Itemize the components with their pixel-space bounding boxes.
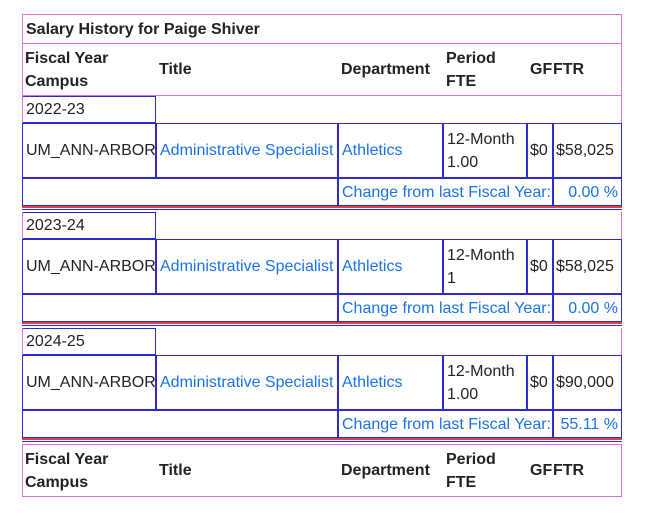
header-cell-text: GF [530,61,553,78]
header-cell: FTR [550,43,619,96]
title[interactable]: Administrative Specialist [156,239,338,294]
spacer [22,294,338,322]
header-cell: Title [156,444,338,497]
period-fte-text: 12-Month [447,362,515,380]
change-label: Change from last Fiscal Year: [338,410,553,438]
separator [22,209,622,210]
change-value-text: 0.00 % [568,299,618,317]
period-fte: 12-Month 1.00 [443,355,527,410]
department[interactable]: Athletics [338,355,443,410]
change-value: 0.00 % [553,294,622,322]
row-border [22,96,622,123]
header-row [22,43,622,96]
title-text: Salary History for Paige Shiver [26,20,260,38]
change-label-text: Change from last Fiscal Year: [342,299,551,317]
ftr: $90,000 [553,355,622,410]
table-title: Salary History for Paige Shiver [22,14,622,44]
campus: UM_ANN-ARBOR [22,355,156,410]
campus: UM_ANN-ARBOR [22,123,156,178]
header-cell-text: Title [159,61,192,78]
header-cell-text: Period [446,450,496,468]
period-fte-text: 12-Month [447,130,515,148]
fiscal-year-text: 2022-23 [26,101,85,118]
department-text[interactable]: Athletics [342,142,403,159]
row-border [22,212,622,239]
header-cell: GF [527,43,553,96]
campus-text: UM_ANN-ARBOR [26,374,156,391]
department-text[interactable]: Athletics [342,258,403,275]
title-text[interactable]: Administrative Specialist [160,374,334,391]
header-cell-text: FTR [553,462,585,479]
change-value-text: 55.11 % [560,415,618,433]
fiscal-year-text: 2024-25 [26,333,85,350]
ftr-text: $58,025 [556,142,614,159]
header-cell-text: Campus [25,72,89,90]
separator [22,325,622,326]
header-cell: Title [156,43,338,96]
header-cell-text: Department [341,462,430,479]
change-label-text: Change from last Fiscal Year: [342,183,551,201]
title-text[interactable]: Administrative Specialist [160,142,334,159]
period-fte-text: 1.00 [447,153,479,171]
period-fte-text: 12-Month [447,246,515,264]
header-cell-text: Period [446,49,496,67]
header-cell-text: Department [341,61,430,78]
campus-text: UM_ANN-ARBOR [26,258,156,275]
ftr-text: $58,025 [556,258,614,275]
ftr-text: $90,000 [556,374,614,391]
change-label-text: Change from last Fiscal Year: [342,415,551,433]
ftr: $58,025 [553,123,622,178]
gf: $0 [527,123,553,178]
header-cell: Fiscal Year Campus [22,43,156,96]
gf-text: $0 [530,374,548,391]
row-border [22,328,622,355]
change-value: 0.00 % [553,178,622,206]
separator [22,438,622,440]
department-text[interactable]: Athletics [342,374,403,391]
header-cell-text: FTE [446,72,477,90]
gf-text: $0 [530,142,548,159]
separator [22,322,622,324]
change-value-text: 0.00 % [568,183,618,201]
header-cell-text: Campus [25,473,89,491]
header-cell-text: FTR [553,61,585,78]
header-cell: Period FTE [443,444,527,497]
header-cell-text: Title [159,462,192,479]
campus-text: UM_ANN-ARBOR [26,142,156,159]
department[interactable]: Athletics [338,239,443,294]
gf: $0 [527,355,553,410]
header-cell: FTR [550,444,619,497]
header-cell-text: Fiscal Year [25,450,109,468]
title[interactable]: Administrative Specialist [156,355,338,410]
period-fte-text: 1.00 [447,385,479,403]
header-cell-text: FTE [446,473,477,491]
title[interactable]: Administrative Specialist [156,123,338,178]
spacer [22,410,338,438]
title-text[interactable]: Administrative Specialist [160,258,334,275]
change-label: Change from last Fiscal Year: [338,178,553,206]
header-cell: Department [338,444,443,497]
period-fte-text: 1 [447,269,456,287]
department[interactable]: Athletics [338,123,443,178]
header-cell: Department [338,43,443,96]
header-cell-text: Fiscal Year [25,49,109,67]
separator [22,441,622,442]
change-label: Change from last Fiscal Year: [338,294,553,322]
gf: $0 [527,239,553,294]
spacer [22,178,338,206]
separator [22,206,622,208]
header-cell: GF [527,444,553,497]
change-value: 55.11 % [553,410,622,438]
campus: UM_ANN-ARBOR [22,239,156,294]
gf-text: $0 [530,258,548,275]
header-cell-text: GF [530,462,553,479]
period-fte: 12-Month 1 [443,239,527,294]
header-row [22,444,622,497]
ftr: $58,025 [553,239,622,294]
period-fte: 12-Month 1.00 [443,123,527,178]
header-cell: Period FTE [443,43,527,96]
header-cell: Fiscal Year Campus [22,444,156,497]
fiscal-year-text: 2023-24 [26,217,85,234]
